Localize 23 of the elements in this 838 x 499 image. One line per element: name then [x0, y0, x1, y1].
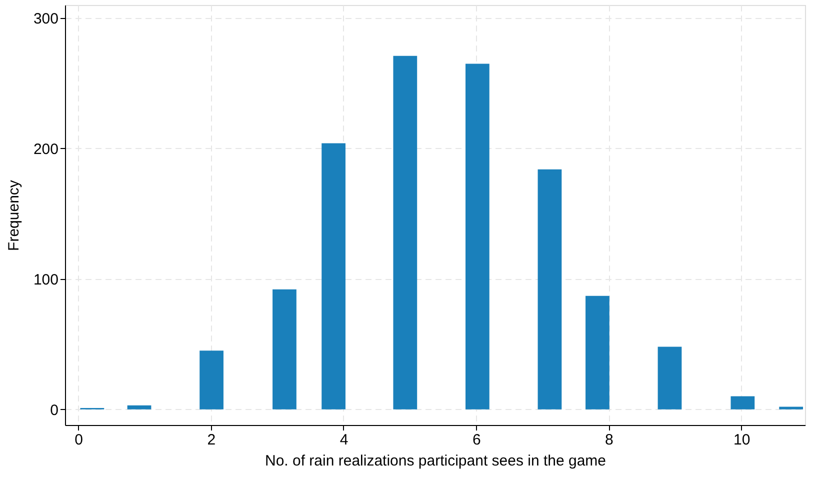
bar: [322, 143, 346, 410]
x-tick-label: 8: [605, 432, 614, 448]
bar: [779, 406, 804, 410]
y-tick-label: 100: [33, 271, 58, 288]
x-tick-label: 6: [472, 432, 481, 448]
bar: [466, 64, 490, 410]
x-axis-title: No. of rain realizations participant sees in the game: [264, 452, 606, 470]
bar: [127, 405, 152, 410]
bar: [538, 169, 562, 410]
y-tick-label: 200: [33, 140, 58, 158]
bar: [730, 396, 755, 410]
x-tick-label: 10: [734, 432, 750, 448]
bar: [272, 289, 296, 410]
y-tick-label: 300: [33, 10, 58, 28]
x-tick-label: 0: [74, 432, 83, 448]
bar: [393, 56, 418, 410]
bar: [658, 346, 682, 410]
y-axis-title: Frequency: [5, 180, 22, 251]
y-tick-label: 0: [50, 402, 58, 419]
x-tick-label: 2: [207, 432, 216, 448]
x-tick-label: 4: [340, 432, 348, 448]
bar: [200, 350, 224, 410]
bar: [586, 296, 610, 410]
